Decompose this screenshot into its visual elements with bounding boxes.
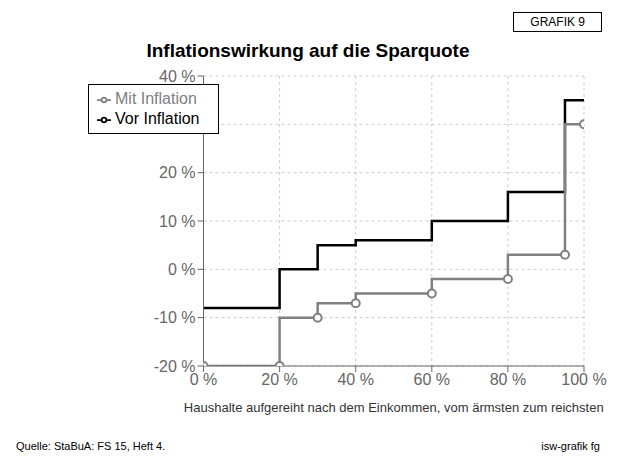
svg-text:-20 %: -20 % xyxy=(154,358,196,375)
svg-text:10 %: 10 % xyxy=(159,213,195,230)
svg-text:40 %: 40 % xyxy=(337,371,373,388)
svg-text:30 %: 30 % xyxy=(159,116,195,133)
svg-text:Haushalte aufgereiht nach dem: Haushalte aufgereiht nach dem Einkommen,… xyxy=(184,400,604,415)
svg-text:80 %: 80 % xyxy=(490,371,526,388)
svg-text:0 %: 0 % xyxy=(168,261,196,278)
svg-text:60 %: 60 % xyxy=(414,371,450,388)
svg-text:100 %: 100 % xyxy=(561,371,606,388)
svg-text:40 %: 40 % xyxy=(159,68,195,85)
svg-text:20 %: 20 % xyxy=(261,371,297,388)
svg-text:-10 %: -10 % xyxy=(154,309,196,326)
svg-text:20 %: 20 % xyxy=(159,164,195,181)
